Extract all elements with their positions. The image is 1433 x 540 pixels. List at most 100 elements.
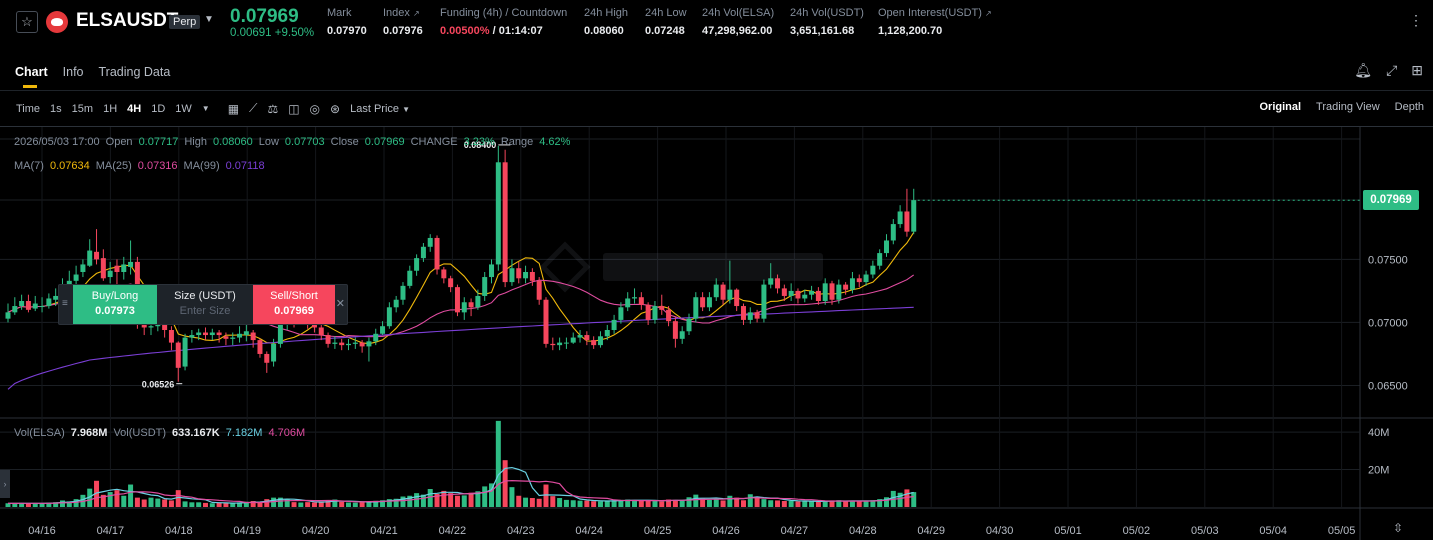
size-input[interactable]: Size (USDT) Enter Size (159, 285, 251, 324)
volume-bar (400, 496, 406, 507)
time-tick-label: 04/26 (712, 525, 740, 537)
drag-handle-icon[interactable]: ≡ (62, 298, 68, 309)
volume-bar (209, 503, 215, 507)
volume-bar (740, 500, 746, 507)
favorite-star-icon[interactable]: ☆ (16, 11, 38, 33)
candle-body (781, 288, 787, 296)
calendar-icon[interactable]: ▦ (227, 101, 240, 116)
price-change: 0.00691 +9.50% (230, 27, 314, 39)
external-link-icon[interactable]: ↗ (984, 9, 992, 18)
close-icon[interactable]: ✕ (335, 298, 345, 310)
timeframe-4h[interactable]: 4H (127, 102, 142, 115)
buy-long-button[interactable]: Buy/Long 0.07973 (73, 285, 157, 324)
volume-bar (495, 420, 501, 507)
price-tick-label: 0.07000 (1368, 317, 1408, 329)
candle-body (625, 298, 631, 308)
candle-body (189, 335, 195, 338)
tab-trading-data[interactable]: Trading Data (98, 65, 171, 79)
volume-bar (325, 500, 331, 507)
volume-bar (148, 497, 154, 507)
stat-index[interactable]: Index ↗ 0.07976 (383, 7, 423, 37)
candle-body (666, 309, 672, 322)
price-type-select[interactable]: Last Price ▼ (350, 103, 410, 115)
external-link-icon[interactable]: ↗ (412, 9, 420, 18)
volume-bar (284, 499, 290, 507)
candle-body (843, 284, 849, 290)
candle-body (822, 283, 828, 301)
vol-usdt-value: 633.167K (172, 427, 220, 439)
expand-sidebar-chevron-icon[interactable]: › (0, 470, 10, 498)
volume-bar (843, 501, 849, 507)
timeframe-1h[interactable]: 1H (103, 102, 118, 115)
volume-bar (66, 501, 72, 507)
volume-bar (454, 495, 460, 507)
fit-to-screen-icon[interactable]: ⇳ (1393, 521, 1404, 535)
time-tick-label: 04/29 (917, 525, 945, 537)
candle-body (883, 240, 889, 254)
candle-body (775, 278, 781, 289)
drawing-tools-icon[interactable]: ⊛ (330, 101, 341, 116)
volume-bar (911, 492, 917, 507)
volume-bar (291, 502, 297, 507)
symbol-name[interactable]: ELSAUSDT (76, 10, 179, 31)
candle-body (618, 307, 624, 320)
size-placeholder: Enter Size (179, 305, 231, 317)
time-tick-label: 04/21 (370, 525, 398, 537)
divider (0, 90, 1433, 91)
timeframe-1w[interactable]: 1W (175, 102, 192, 115)
time-tick-label: 05/03 (1191, 525, 1219, 537)
chart-settings-icon[interactable]: ⚖ (267, 101, 279, 116)
display-settings-icon[interactable]: ◎ (309, 101, 321, 116)
candlestick-chart[interactable]: 0.08400 0.06526 0.07500 0.07000 0.06500 40M 2… (0, 127, 1433, 540)
tab-chart[interactable]: Chart (15, 65, 48, 79)
candle-body (911, 200, 917, 232)
volume-bar (468, 492, 474, 507)
layout-grid-icon[interactable]: ⊞ (1411, 62, 1423, 78)
fullscreen-expand-icon[interactable]: ⤢ (1386, 62, 1398, 78)
chart-grid (0, 127, 1433, 540)
view-depth[interactable]: Depth (1394, 101, 1424, 113)
volume-bar (264, 499, 270, 507)
price-alert-bell-icon[interactable]: 🔔︎ (1354, 62, 1373, 78)
volume-bar (577, 500, 583, 507)
tab-info[interactable]: Info (62, 65, 84, 79)
view-trading-view[interactable]: Trading View (1316, 101, 1380, 113)
volume-bar (584, 500, 590, 507)
indicators-icon[interactable]: ⟋ (249, 101, 258, 115)
timeframe-1s[interactable]: 1s (50, 102, 62, 115)
ticker-header: ☆ ELSAUSDT Perp ▼ 0.07969 0.00691 +9.50%… (0, 0, 1433, 58)
volume-bar (87, 488, 93, 507)
symbol-dropdown-chevron-icon[interactable]: ▼ (204, 14, 214, 25)
volume-bar (19, 502, 25, 507)
vol-ma1-value: 7.182M (225, 427, 263, 439)
timeframe-1d[interactable]: 1D (151, 102, 166, 115)
time-label[interactable]: Time (16, 102, 41, 115)
stat-value: 0.08060 (584, 25, 624, 37)
timeframe-dropdown-chevron-icon[interactable]: ▼ (201, 104, 210, 113)
volume-bar (243, 501, 249, 507)
timeframe-15m[interactable]: 15m (71, 102, 94, 115)
candle-body (890, 224, 896, 241)
volume-bar (829, 500, 835, 507)
stat-open-interest[interactable]: Open Interest(USDT) ↗ 1,128,200.70 (878, 7, 992, 37)
candle-body (713, 284, 719, 298)
ma99-value: 0.07118 (225, 160, 265, 172)
volume-bar (271, 497, 277, 507)
close-label: Close (330, 136, 359, 148)
volume-bar (761, 499, 767, 507)
volume-bar (482, 486, 488, 507)
more-menu-icon[interactable]: ⋮ (1409, 12, 1423, 28)
volume-bar (73, 499, 79, 507)
candle-body (318, 327, 324, 336)
volume-bar (230, 503, 236, 507)
candle-body (529, 272, 535, 281)
volume-bar (700, 498, 706, 507)
view-original[interactable]: Original (1259, 101, 1302, 113)
candle-type-icon[interactable]: ◫ (288, 101, 300, 116)
candle-body (243, 331, 249, 336)
candle-body (175, 342, 181, 368)
candle-body (400, 285, 406, 300)
sell-short-button[interactable]: Sell/Short 0.07969 (253, 285, 335, 324)
chart-toolbar: Time 1s 15m 1H 4H 1D 1W ▼ ▦ ⟋ ⚖ ◫ ◎ ⊛ La… (16, 101, 410, 116)
candle-body (645, 304, 651, 320)
